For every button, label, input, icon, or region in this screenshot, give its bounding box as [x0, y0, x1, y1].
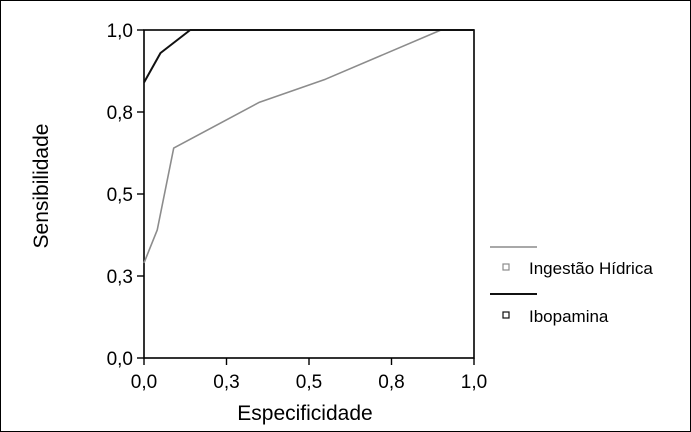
x-tick-label: 0,5	[296, 372, 322, 393]
y-tick-label: 0,8	[107, 103, 133, 124]
y-tick-label: 0,3	[107, 267, 133, 288]
series-line-ibopamina	[143, 29, 474, 83]
y-tick-label: 1,0	[107, 21, 133, 42]
plot-border	[143, 29, 475, 359]
legend-marker-ingestao-hidrica	[502, 263, 510, 271]
y-axis: 0,0 0,3 0,5 0,8 1,0	[107, 21, 144, 370]
x-tick-label: 0,0	[131, 372, 157, 393]
y-tick-label: 0,0	[107, 349, 133, 370]
series-line-ingestao-hidrica	[143, 29, 474, 264]
legend: Ingestão Hídrica Ibopamina	[490, 246, 653, 326]
y-tick-label: 0,5	[107, 185, 133, 206]
x-axis-title: Especificidade	[237, 402, 372, 425]
y-axis-title: Sensibilidade	[30, 124, 53, 249]
legend-label-ingestao-hidrica: Ingestão Hídrica	[529, 259, 653, 278]
series-group	[143, 29, 474, 264]
x-axis: 0,0 0,3 0,5 0,8 1,0	[131, 358, 487, 393]
plot-area	[143, 29, 475, 359]
x-tick-label: 1,0	[461, 372, 487, 393]
x-tick-label: 0,8	[378, 372, 404, 393]
legend-label-ibopamina: Ibopamina	[529, 307, 609, 326]
x-tick-label: 0,3	[213, 372, 239, 393]
legend-marker-ibopamina	[502, 311, 510, 319]
